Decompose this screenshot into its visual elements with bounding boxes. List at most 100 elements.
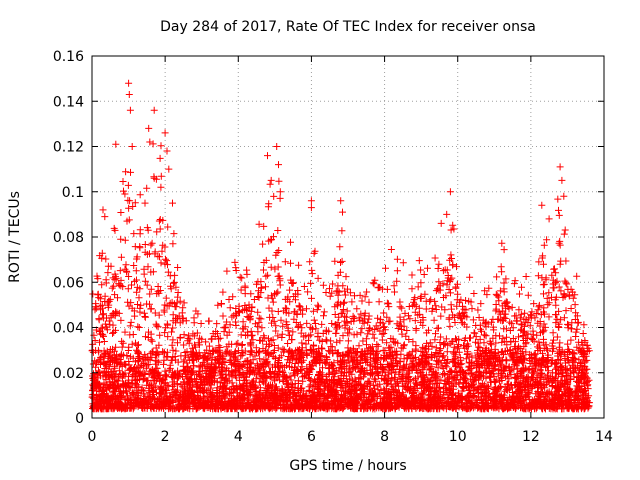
data-point (555, 211, 563, 219)
data-point (314, 301, 322, 309)
data-point (92, 303, 100, 311)
data-point (165, 382, 173, 390)
data-point (447, 251, 455, 259)
data-point (276, 281, 284, 289)
data-point (153, 357, 161, 365)
data-point (172, 347, 180, 355)
data-point (162, 294, 170, 302)
data-point (338, 257, 346, 265)
data-point (320, 308, 328, 316)
data-point (498, 239, 506, 247)
data-point (530, 300, 538, 308)
data-point (342, 273, 350, 281)
data-point (232, 322, 240, 329)
data-point (117, 209, 125, 216)
data-point (470, 329, 478, 337)
data-point (573, 272, 581, 280)
data-point (555, 239, 563, 247)
data-point (251, 320, 259, 328)
data-point (419, 343, 427, 351)
data-point (383, 339, 391, 347)
data-point (156, 154, 164, 162)
data-point (500, 279, 508, 287)
data-point (520, 315, 528, 323)
data-point (322, 336, 330, 344)
data-point (535, 338, 543, 346)
data-point (349, 312, 357, 320)
data-point (102, 255, 110, 263)
data-point (96, 338, 103, 346)
data-point (364, 318, 372, 326)
data-point (217, 300, 225, 307)
data-point (432, 369, 440, 377)
data-point (487, 341, 495, 349)
data-point (511, 277, 519, 285)
data-point (334, 291, 342, 299)
data-point (111, 276, 119, 284)
data-point (374, 314, 382, 322)
data-point (412, 342, 420, 350)
data-point (426, 297, 434, 305)
data-point (159, 216, 167, 224)
data-point (286, 286, 294, 294)
data-point (121, 328, 129, 336)
data-point (163, 257, 171, 265)
data-point (241, 290, 249, 298)
data-point (262, 272, 270, 280)
data-point (157, 259, 165, 267)
data-point (454, 344, 461, 352)
data-point (164, 268, 172, 276)
data-point (258, 324, 266, 332)
data-point (406, 315, 414, 323)
data-point (295, 261, 303, 269)
data-point (307, 279, 315, 287)
data-point (475, 314, 483, 321)
data-point (449, 221, 457, 229)
data-point (493, 292, 501, 300)
data-point (135, 324, 143, 331)
data-point (336, 337, 344, 345)
data-point (118, 337, 126, 345)
data-point (552, 301, 560, 309)
data-point (441, 266, 449, 274)
data-point (248, 331, 256, 339)
data-point (123, 352, 131, 360)
data-point (265, 200, 273, 208)
data-point (287, 259, 294, 267)
data-point (415, 257, 423, 265)
data-point (436, 346, 444, 354)
data-point (284, 340, 292, 347)
data-point (214, 301, 222, 309)
data-point (357, 329, 365, 337)
data-point (417, 266, 425, 274)
data-point (387, 246, 395, 253)
data-point (270, 342, 278, 349)
data-point (331, 257, 339, 265)
data-point (134, 323, 142, 331)
data-point (380, 323, 388, 331)
data-point (308, 266, 316, 274)
data-point (302, 340, 310, 348)
data-point (100, 338, 108, 345)
data-point (116, 267, 124, 275)
data-point (393, 267, 401, 275)
data-point (125, 204, 133, 212)
data-point (493, 273, 501, 281)
data-point (248, 347, 255, 355)
data-point (556, 241, 564, 249)
data-point (497, 263, 505, 271)
data-point (329, 280, 337, 288)
data-point (126, 322, 134, 330)
data-point (550, 336, 557, 344)
data-point (452, 284, 460, 292)
data-point (447, 301, 455, 309)
data-point (119, 283, 127, 291)
data-point (213, 320, 221, 328)
data-point (529, 336, 536, 343)
data-point (348, 298, 356, 306)
data-point (409, 338, 417, 346)
data-point (554, 195, 562, 203)
data-point (511, 343, 519, 351)
data-point (306, 258, 314, 266)
data-point (277, 316, 285, 324)
